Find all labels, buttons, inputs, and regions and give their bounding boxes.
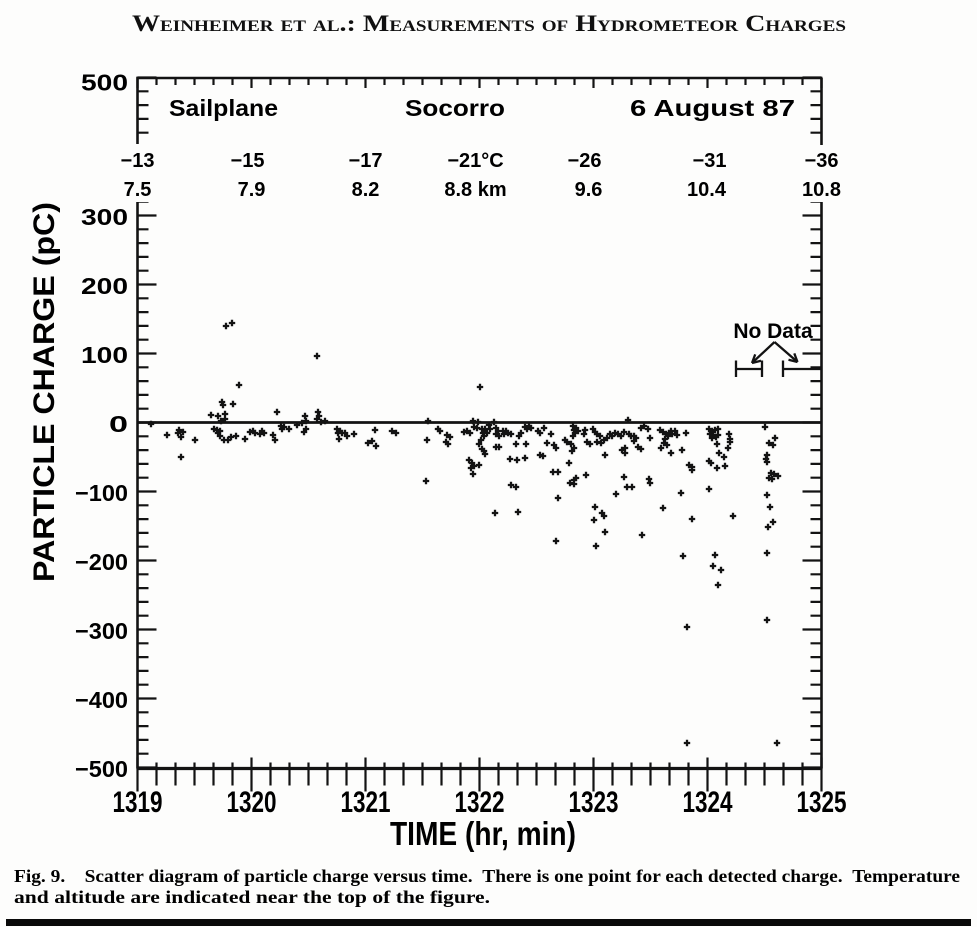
svg-text:1321: 1321 — [341, 786, 391, 819]
svg-text:10.4: 10.4 — [687, 179, 727, 201]
svg-text:−100: −100 — [75, 480, 128, 506]
svg-text:−13: −13 — [121, 150, 155, 172]
svg-text:−31: −31 — [693, 150, 727, 172]
svg-text:7.5: 7.5 — [124, 179, 152, 201]
svg-text:500: 500 — [81, 70, 128, 96]
svg-text:No Data: No Data — [733, 320, 813, 343]
svg-text:Socorro: Socorro — [405, 95, 505, 121]
svg-text:1325: 1325 — [797, 786, 847, 819]
svg-text:7.9: 7.9 — [238, 179, 266, 201]
svg-text:−21°C: −21°C — [447, 150, 503, 172]
svg-text:1320: 1320 — [227, 786, 277, 819]
svg-text:6 August 87: 6 August 87 — [630, 95, 795, 121]
svg-text:and altitude are indicated nea: and altitude are indicated near the top … — [14, 887, 490, 907]
svg-text:1323: 1323 — [569, 786, 619, 819]
svg-text:Fig. 9. Scatter diagram of pa: Fig. 9. Scatter diagram of particle char… — [14, 866, 960, 886]
svg-text:−36: −36 — [805, 150, 839, 172]
svg-text:−17: −17 — [349, 150, 383, 172]
svg-text:PARTICLE CHARGE (pC): PARTICLE CHARGE (pC) — [28, 202, 61, 582]
svg-text:−15: −15 — [231, 150, 265, 172]
svg-text:1324: 1324 — [683, 786, 733, 819]
svg-text:TIME (hr, min): TIME (hr, min) — [390, 815, 576, 852]
svg-text:100: 100 — [81, 342, 128, 368]
svg-text:1319: 1319 — [113, 786, 163, 819]
svg-text:200: 200 — [81, 273, 128, 299]
svg-text:8.8 km: 8.8 km — [444, 179, 506, 201]
svg-text:−200: −200 — [75, 549, 128, 575]
svg-text:8.2: 8.2 — [352, 179, 380, 201]
svg-text:−500: −500 — [75, 756, 128, 782]
svg-text:10.8: 10.8 — [802, 179, 841, 201]
svg-text:−400: −400 — [75, 687, 128, 713]
svg-text:0: 0 — [109, 411, 128, 437]
svg-text:300: 300 — [81, 204, 128, 230]
svg-text:Sailplane: Sailplane — [169, 95, 278, 121]
svg-text:9.6: 9.6 — [575, 179, 603, 201]
svg-text:−300: −300 — [75, 618, 128, 644]
svg-text:−26: −26 — [568, 150, 602, 172]
svg-text:1322: 1322 — [455, 786, 505, 819]
svg-text:Weinheimer et al.: Measurement: Weinheimer et al.: Measurements of Hydro… — [132, 11, 846, 37]
